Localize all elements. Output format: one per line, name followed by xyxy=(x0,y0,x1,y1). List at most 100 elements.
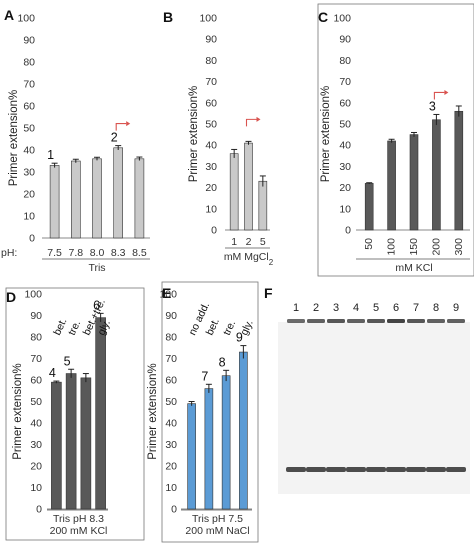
arrow-head-icon xyxy=(126,121,131,127)
y-tick-label: 0 xyxy=(171,504,177,516)
y-tick-label: 30 xyxy=(30,439,42,451)
group-label: Tris xyxy=(88,262,105,274)
lane-label: 6 xyxy=(393,302,399,314)
y-tick-label: 90 xyxy=(165,310,177,322)
bar xyxy=(229,153,239,231)
y-tick-label: 70 xyxy=(30,353,42,365)
y-tick-label: 80 xyxy=(165,332,177,344)
bar-number-label: 6 xyxy=(93,298,100,312)
y-tick-label: 60 xyxy=(30,375,42,387)
y-tick-label: 10 xyxy=(23,211,35,223)
gel-band-primer xyxy=(426,467,446,472)
group-label-2: 200 mM NaCl xyxy=(185,525,249,537)
gel-band-primer xyxy=(286,467,306,472)
y-tick-label: 0 xyxy=(211,225,217,237)
y-tick-label: 30 xyxy=(339,161,351,173)
y-tick-label: 20 xyxy=(23,189,35,201)
x-axis-prefix: pH: xyxy=(1,247,17,259)
x-tick-label: 5 xyxy=(260,236,266,248)
bar xyxy=(221,375,231,510)
gel-band-extended xyxy=(427,319,445,323)
gel-band-extended xyxy=(307,319,325,323)
y-tick-label: 100 xyxy=(199,13,217,25)
chart-panel-b: 0 10 20 30 40 50 60 70 80 90 100 Primer extension% 1… xyxy=(188,13,274,267)
gel-band-primer xyxy=(346,467,366,472)
y-tick-label: 70 xyxy=(23,79,35,91)
y-tick-label: 50 xyxy=(30,396,42,408)
bar xyxy=(364,183,374,231)
y-tick-label: 40 xyxy=(165,418,177,430)
x-tick-label: 2 xyxy=(246,236,252,248)
x-tick-label: 1 xyxy=(231,236,237,248)
x-tick-label: 50 xyxy=(363,238,375,250)
x-tick-label: gly. xyxy=(95,318,112,337)
y-tick-label: 50 xyxy=(339,119,351,131)
gel-image: 1 2 3 4 5 6 7 8 9 xyxy=(278,302,470,494)
x-tick-label: 7.5 xyxy=(47,247,62,259)
chart-panel-c: 0 10 20 30 40 50 60 70 80 90 100 Primer extension% 5… xyxy=(317,3,474,277)
y-axis-label: Primer extension% xyxy=(8,90,20,187)
y-tick-label: 90 xyxy=(30,310,42,322)
y-tick-label: 90 xyxy=(339,34,351,46)
x-tick-label: 7.8 xyxy=(68,247,83,259)
y-tick-label: 70 xyxy=(339,76,351,88)
x-tick-label: 8.0 xyxy=(90,247,105,259)
panel-label-c: C xyxy=(318,9,328,25)
bar-number-label: 2 xyxy=(111,131,118,145)
y-tick-label: 80 xyxy=(205,55,217,67)
panel-frame xyxy=(5,287,145,541)
bar xyxy=(65,373,77,510)
bar xyxy=(51,381,62,510)
y-axis-label: Primer extension% xyxy=(147,363,159,460)
y-tick-label: 10 xyxy=(30,482,42,494)
y-tick-label: 40 xyxy=(205,140,217,152)
y-tick-label: 80 xyxy=(30,332,42,344)
lane-label: 5 xyxy=(373,302,379,314)
gel-band-primer xyxy=(446,467,466,472)
bar-number-label: 8 xyxy=(219,355,226,369)
bar xyxy=(244,142,253,231)
bar xyxy=(432,119,441,231)
group-label-subscript: 2 xyxy=(269,258,274,267)
lane-label: 2 xyxy=(313,302,319,314)
bar xyxy=(239,351,248,510)
y-tick-label: 90 xyxy=(23,35,35,47)
y-tick-label: 60 xyxy=(339,97,351,109)
bar xyxy=(409,134,419,231)
bar xyxy=(387,140,396,231)
arrow-icon xyxy=(115,123,127,131)
bar-number-label: 7 xyxy=(201,369,208,383)
bar xyxy=(204,388,214,510)
arrow-head-icon xyxy=(256,116,261,122)
y-tick-label: 60 xyxy=(205,97,217,109)
y-tick-label: 60 xyxy=(23,101,35,113)
bar xyxy=(454,110,464,231)
y-tick-label: 0 xyxy=(345,225,351,237)
gel-band-extended xyxy=(347,319,365,323)
lane-label: 3 xyxy=(333,302,339,314)
y-tick-label: 0 xyxy=(36,504,42,516)
panel-label-e: E xyxy=(162,285,171,301)
x-tick-label: tre. xyxy=(221,318,238,337)
y-tick-label: 30 xyxy=(165,439,177,451)
chart-panel-a: 0 10 20 30 40 50 60 70 80 90 100 Primer extension% 7… xyxy=(1,13,150,274)
y-tick-label: 60 xyxy=(165,375,177,387)
x-tick-label: 300 xyxy=(453,238,465,256)
bar xyxy=(71,160,81,239)
bar xyxy=(95,317,106,510)
y-tick-label: 70 xyxy=(165,353,177,365)
bar-number-label: 5 xyxy=(64,354,71,368)
y-tick-label: 20 xyxy=(205,182,217,194)
y-axis-label: Primer extension% xyxy=(188,86,200,183)
lane-label: 9 xyxy=(453,302,459,314)
gel-band-extended xyxy=(327,319,345,323)
y-tick-label: 10 xyxy=(339,203,351,215)
y-tick-label: 90 xyxy=(205,34,217,46)
y-tick-label: 100 xyxy=(159,289,177,301)
group-label: mM KCl xyxy=(395,262,432,274)
gel-background xyxy=(278,322,470,494)
x-tick-label: 150 xyxy=(408,238,420,256)
gel-band-primer xyxy=(306,467,326,472)
